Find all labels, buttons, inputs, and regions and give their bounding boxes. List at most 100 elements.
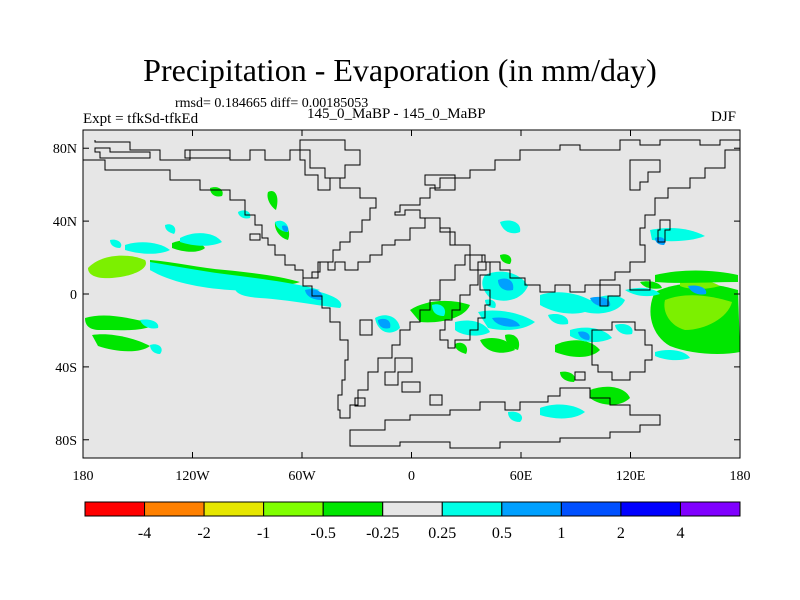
map-tick-labels: 80N 40N 0 40S 80S 180 120W 60W 0 60E 120E 180 <box>53 142 751 484</box>
australia-outline <box>591 321 653 381</box>
experiment-label: Expt = tfkSd-tfkEd <box>83 111 199 127</box>
colorbar-swatch <box>679 501 741 517</box>
anomaly-patch <box>180 233 222 246</box>
anomaly-patch <box>305 289 323 300</box>
anomaly-patch <box>267 190 278 210</box>
anomaly-patch <box>110 239 122 248</box>
anomaly-patch <box>540 404 585 419</box>
plot-title: Precipitation - Evaporation (in mm/day) <box>143 52 657 88</box>
south-america-outline <box>359 319 373 336</box>
north-america-outline <box>83 140 377 279</box>
lat-tick-label: 0 <box>70 288 77 303</box>
colorbar-label: 0.25 <box>428 525 456 542</box>
antarctica-outline <box>349 387 661 449</box>
lon-tick-label: 180 <box>730 469 751 484</box>
anomaly-patch <box>688 285 707 295</box>
se-asia-outline <box>629 279 651 291</box>
anomaly-patch <box>492 317 520 327</box>
lon-tick-label: 120W <box>175 469 210 484</box>
lon-tick-label: 0 <box>408 469 415 484</box>
anomaly-patch <box>500 220 521 234</box>
anomaly-patch <box>378 318 391 329</box>
anomaly-patch <box>555 340 600 357</box>
antarctica-outline <box>401 381 421 393</box>
anomaly-patch <box>560 371 576 382</box>
anomaly-patch <box>140 319 159 329</box>
lat-tick-label: 40N <box>53 215 77 230</box>
africa-outline <box>469 254 486 271</box>
colorbar-label: 1 <box>557 525 565 542</box>
colorbar-label: -0.25 <box>366 525 399 542</box>
anomaly-patch <box>85 315 155 331</box>
lon-tick-label: 60E <box>510 469 533 484</box>
anomaly-patch <box>150 344 162 354</box>
comparison-label: 145_0_MaBP - 145_0_MaBP <box>307 106 486 122</box>
season-label: DJF <box>711 109 737 125</box>
colorbar-labels: -4 -2 -1 -0.5 -0.25 0.25 0.5 1 2 4 <box>138 525 685 542</box>
coastlines <box>83 139 740 449</box>
japan-outline <box>657 219 671 243</box>
eurasia-outline <box>394 139 740 349</box>
anomaly-patch <box>480 338 515 353</box>
colorbar-swatch <box>144 501 205 517</box>
anomaly-patch <box>150 262 320 294</box>
antarctica-outline <box>354 397 366 407</box>
lat-tick-label: 40S <box>55 361 77 376</box>
se-asia-outline <box>599 284 621 307</box>
anomaly-patch <box>88 255 146 279</box>
anomaly-patch <box>282 225 289 232</box>
anomaly-patch <box>498 278 514 291</box>
anomaly-patch <box>432 304 446 316</box>
anomaly-patch <box>655 350 690 361</box>
anomaly-patch <box>548 314 569 325</box>
anomaly-patch <box>578 331 590 340</box>
colorbar-label: 4 <box>676 525 684 542</box>
colorbar-swatch <box>382 501 443 517</box>
map-ticks <box>82 130 741 458</box>
colorbar-label: -2 <box>197 525 210 542</box>
pe-anomaly-fields <box>85 187 740 422</box>
anomaly-patch <box>500 254 512 264</box>
colorbar <box>84 501 741 517</box>
anomaly-patch <box>650 228 705 242</box>
anomaly-patch <box>505 334 520 350</box>
arctic-islands-outline <box>94 147 151 159</box>
anomaly-patch <box>570 327 612 343</box>
antarctica-outline <box>429 394 443 406</box>
anomaly-patch <box>455 342 468 354</box>
anomaly-patch <box>455 320 490 336</box>
eurasia-outline <box>424 174 456 191</box>
anomaly-patch <box>150 260 300 286</box>
colorbar-label: -4 <box>138 525 151 542</box>
colorbar-swatch <box>84 501 146 517</box>
anomaly-patch <box>508 411 523 422</box>
eurasia-outline <box>629 159 661 191</box>
colorbar-swatch <box>560 501 622 517</box>
anomaly-patch <box>590 386 630 405</box>
island-outline <box>574 371 586 381</box>
anomaly-patch <box>165 224 176 234</box>
greenland-outline <box>299 139 361 191</box>
colorbar-swatch <box>501 501 562 517</box>
lon-tick-label: 60W <box>288 469 316 484</box>
anomaly-patch <box>655 270 738 283</box>
lat-tick-label: 80N <box>53 142 77 157</box>
colorbar-label: 2 <box>617 525 625 542</box>
colorbar-swatch <box>441 501 503 517</box>
colorbar-label: -0.5 <box>311 525 336 542</box>
colorbar-swatch <box>620 501 681 517</box>
colorbar-swatch <box>322 501 384 517</box>
colorbar-swatch <box>263 501 324 517</box>
arctic-islands-outline <box>184 149 231 159</box>
anomaly-patch <box>210 187 223 197</box>
anomaly-patch <box>238 210 251 219</box>
stats-line: rmsd= 0.184665 diff= 0.00185053 <box>175 96 369 111</box>
colorbar-swatch <box>203 501 265 517</box>
anomaly-patch <box>640 281 662 289</box>
south-america-outline <box>302 217 471 419</box>
island-outline <box>249 233 261 241</box>
lat-tick-label: 80S <box>55 434 77 449</box>
anomaly-patch <box>540 292 625 314</box>
south-america-outline <box>384 357 413 386</box>
